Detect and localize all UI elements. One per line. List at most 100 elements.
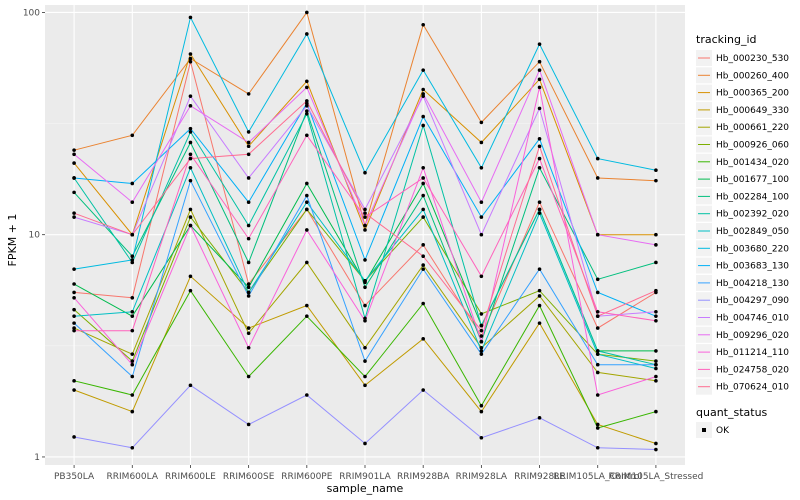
data-point	[537, 77, 542, 82]
data-point	[421, 254, 425, 259]
data-point	[72, 379, 76, 383]
legend-label: Hb_003683_130	[716, 262, 789, 272]
data-point	[537, 137, 542, 141]
data-point	[654, 441, 658, 446]
data-point	[130, 362, 135, 367]
data-point	[305, 111, 309, 116]
y-tick-label: 1	[34, 453, 40, 463]
data-point	[130, 133, 135, 138]
data-point	[595, 314, 600, 318]
legend-label: Hb_000365_200	[716, 89, 789, 99]
legend-label: Hb_001434_020	[716, 158, 789, 168]
x-tick-label: RRIM105LA_Stressed	[608, 472, 703, 482]
data-point	[363, 228, 367, 232]
data-point	[246, 290, 251, 295]
data-point	[363, 215, 367, 219]
x-tick-label: RRIM105LA_Control	[553, 472, 642, 482]
data-point	[188, 59, 193, 64]
data-point	[72, 282, 76, 286]
legend-title: tracking_id	[696, 33, 757, 46]
data-point	[188, 156, 193, 161]
data-point	[130, 409, 135, 414]
data-point	[421, 114, 425, 119]
series-layer	[72, 10, 658, 452]
data-point	[130, 258, 135, 262]
data-point	[305, 193, 309, 198]
data-point	[72, 190, 76, 195]
data-point	[537, 42, 542, 46]
data-point	[72, 176, 76, 180]
x-tick-label: RRIM901LA	[339, 472, 391, 482]
data-point	[363, 207, 367, 212]
data-point	[537, 144, 542, 149]
data-point	[421, 92, 425, 96]
data-point	[421, 243, 425, 247]
data-point	[479, 200, 484, 205]
data-point	[130, 200, 135, 205]
data-point	[130, 314, 135, 318]
data-point	[537, 416, 542, 420]
data-point	[654, 243, 658, 247]
x-tick-label: PB350LA	[54, 472, 95, 482]
data-point	[305, 99, 309, 103]
x-axis-title: sample_name	[327, 482, 404, 495]
quant-status-legend-title: quant_status	[696, 406, 768, 419]
data-point	[654, 288, 658, 293]
data-point	[595, 290, 600, 295]
data-point	[537, 68, 542, 72]
data-point	[72, 211, 76, 215]
quant-status-label: OK	[716, 426, 730, 436]
data-point	[72, 215, 76, 219]
data-point	[305, 207, 309, 212]
data-point	[537, 288, 542, 293]
legend: tracking_id Hb_000230_530 Hb_000260_400 Hb…	[696, 33, 789, 438]
legend-label: Hb_002392_020	[716, 210, 789, 220]
data-point	[305, 303, 309, 308]
data-point	[654, 379, 658, 383]
data-point	[305, 200, 309, 205]
data-point	[246, 223, 251, 228]
data-point	[363, 345, 367, 350]
data-point	[479, 274, 484, 279]
data-point	[479, 323, 484, 328]
legend-label: Hb_002849_050	[716, 227, 789, 237]
data-point	[537, 59, 542, 64]
data-point	[479, 345, 484, 350]
data-point	[363, 285, 367, 290]
data-point	[654, 349, 658, 353]
data-point	[654, 178, 658, 183]
data-point	[72, 148, 76, 152]
data-point	[654, 309, 658, 314]
legend-label: Hb_024758_020	[716, 365, 789, 375]
data-point	[595, 309, 600, 314]
data-point	[654, 232, 658, 237]
data-point	[72, 267, 76, 271]
data-point	[130, 296, 135, 300]
data-point	[188, 152, 193, 157]
data-point	[537, 321, 542, 325]
data-point	[537, 165, 542, 170]
data-point	[130, 232, 135, 237]
data-point	[479, 312, 484, 316]
legend-label: Hb_011214_110	[716, 348, 789, 358]
data-point	[537, 156, 542, 161]
data-point	[595, 362, 600, 367]
data-point	[246, 260, 251, 265]
data-point	[479, 349, 484, 353]
data-point	[595, 277, 600, 282]
data-point	[537, 200, 542, 205]
data-point	[421, 181, 425, 186]
data-point	[188, 288, 193, 293]
data-point	[72, 290, 76, 295]
data-point	[246, 285, 251, 290]
data-point	[72, 296, 76, 300]
data-point	[130, 374, 135, 379]
data-point	[246, 236, 251, 241]
data-point	[479, 352, 484, 356]
data-point	[479, 232, 484, 237]
data-point	[363, 303, 367, 308]
data-point	[595, 352, 600, 356]
x-tick-label: RRIM928LA	[456, 472, 508, 482]
data-point	[421, 267, 425, 271]
